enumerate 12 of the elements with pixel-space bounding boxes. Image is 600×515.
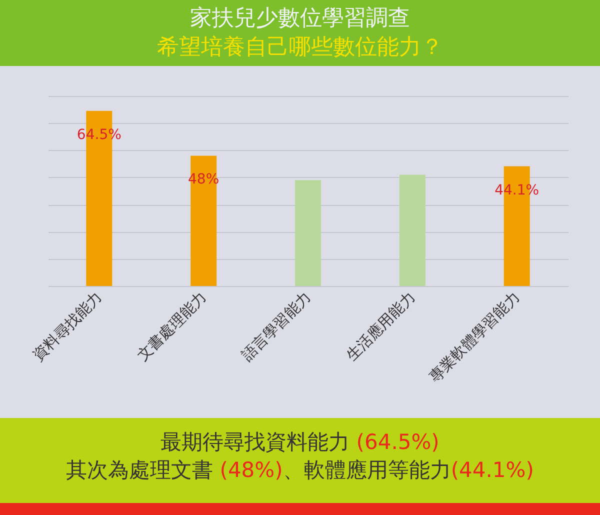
bar [190,156,217,286]
x-tick-label: 生活應用能力 [342,288,419,365]
x-tick-label: 專業軟體學習能力 [426,288,524,386]
x-tick-label: 資料尋找能力 [29,288,106,365]
x-tick-label: 文書處理能力 [134,288,210,365]
chart-subtitle: 希望培養自己哪些數位能力？ [156,34,444,62]
chart-title: 家扶兒少數位學習調查 [189,5,411,33]
bar [399,174,426,286]
x-tick-label: 語言學習能力 [238,288,314,365]
text: 最期待尋找資料能力 (64.5%) [160,430,440,454]
bar [295,180,321,286]
text: 其次為處理文書 (48%)、軟體應用等能力(44.1%) [66,458,534,482]
